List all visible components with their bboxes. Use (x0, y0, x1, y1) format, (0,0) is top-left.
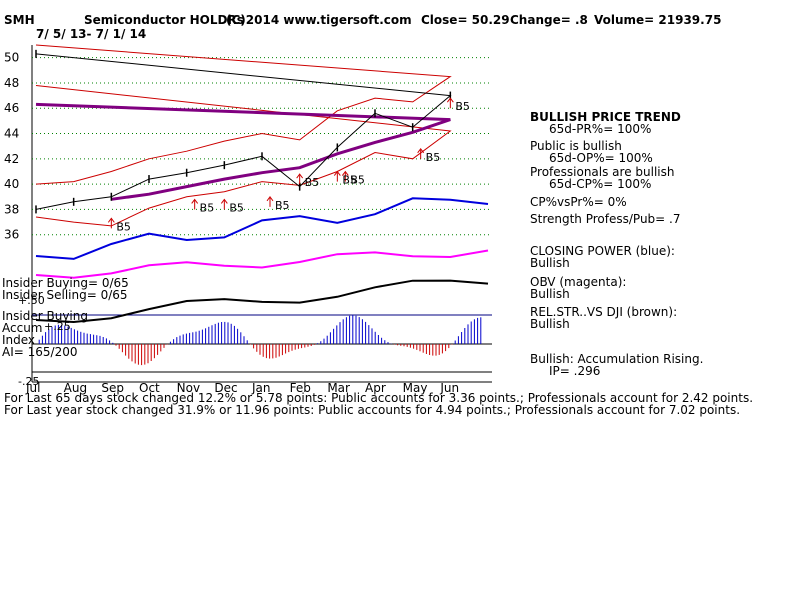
bullish-price-trend: BULLISH PRICE TREND (530, 110, 681, 124)
buy-signal-label: B5 (350, 174, 365, 187)
insider-selling-count: Insider Selling= 0/65 (2, 288, 128, 302)
accumulation-index (38, 315, 482, 366)
cp-value: 65d-CP%= 100% (549, 177, 651, 191)
footer-line-65d: For Last 65 days stock changed 12.2% or … (4, 391, 753, 405)
buy-arrowhead (446, 97, 454, 103)
index-label: Index (2, 333, 35, 347)
obv-value: Bullish (530, 287, 570, 301)
y-tick-label: 50 (4, 51, 19, 65)
buy-arrowhead (417, 147, 425, 154)
relstr-line (35, 279, 489, 324)
moving-average (35, 102, 451, 201)
label-minus25: -.25 (18, 375, 39, 388)
x-tick-label: Aug (64, 381, 87, 395)
ma-line (35, 102, 451, 201)
footer-line-year: For Last year stock changed 31.9% or 11.… (4, 403, 740, 417)
y-tick-label: 42 (4, 152, 19, 166)
y-tick-label: 40 (4, 177, 19, 191)
y-axis-labels: 36 38 40 42 44 46 48 50 (4, 51, 19, 242)
buy-signal-label: B5 (229, 201, 244, 214)
buy-arrowhead (220, 198, 228, 204)
y-tick-label: 48 (4, 76, 19, 90)
obv (35, 249, 489, 279)
buy-arrowhead (341, 170, 349, 176)
x-tick-label: Sep (101, 381, 124, 395)
x-tick-label: Dec (214, 381, 237, 395)
accum-label: Accum (2, 321, 43, 335)
obv-line (35, 249, 489, 279)
x-tick-label: Feb (290, 381, 311, 395)
date-range: 7/ 5/ 13- 7/ 1/ 14 (36, 27, 146, 41)
ip-value: IP= .296 (549, 364, 600, 378)
price-line (35, 53, 452, 210)
security-name: Semiconductor HOLDRs (84, 13, 244, 27)
op-value: 65d-OP%= 100% (549, 151, 653, 165)
closing-power-value: Bullish (530, 256, 570, 270)
x-tick-label: Oct (139, 381, 160, 395)
upper-band-line (35, 44, 452, 185)
y-tick-label: 38 (4, 202, 19, 216)
y-tick-label: 36 (4, 228, 19, 242)
buy-signal-label: B5 (455, 100, 470, 113)
buy-signal-label: B5 (116, 220, 131, 233)
insider-buying-count: Insider Buying= 0/65 (2, 276, 129, 290)
buy-signal-label: B5 (200, 201, 215, 214)
label-plus25: +.25 (44, 320, 71, 333)
price-series (35, 49, 452, 214)
volume-label: Volume= 21939.75 (594, 13, 721, 27)
professionals-bullish: Professionals are bullish (530, 165, 675, 179)
buy-signal-label: B5 (426, 151, 441, 164)
buy-arrowhead (266, 196, 274, 202)
x-tick-label: May (403, 381, 428, 395)
buy-arrowhead (107, 217, 115, 223)
buy-signal-label: B5 (342, 174, 357, 187)
x-tick-label: Jun (439, 381, 459, 395)
y-tick-label: 46 (4, 101, 19, 115)
x-tick-label: Jul (25, 381, 40, 395)
buy-arrowhead (191, 198, 199, 204)
x-tick-label: Mar (327, 381, 350, 395)
y-tick-label: 44 (4, 127, 19, 141)
ai-label: AI= 165/200 (2, 345, 77, 359)
x-tick-label: Nov (177, 381, 200, 395)
buy-signal-label: B5 (275, 199, 290, 212)
pr-value: 65d-PR%= 100% (549, 122, 651, 136)
label-plus50: +.50 (18, 294, 45, 307)
close-label: Close= 50.29 (421, 13, 510, 27)
closing-power (35, 197, 489, 260)
x-tick-label: Jan (251, 381, 271, 395)
accum-rising: Bullish: Accumulation Rising. (530, 352, 703, 366)
closing-power-line (35, 197, 489, 260)
copyright: (C)2014 www.tigersoft.com (226, 13, 412, 27)
closing-power-label: CLOSING POWER (blue): (530, 244, 675, 258)
relative-strength (35, 279, 489, 324)
relstr-label: REL.STR..VS DJI (brown): (530, 305, 677, 319)
buy-arrowhead (296, 173, 304, 179)
insider-buying-label: Insider Buying (2, 309, 88, 323)
lower-panels (32, 314, 492, 373)
relstr-value: Bullish (530, 317, 570, 331)
ticker: SMH (4, 13, 35, 27)
cp-vs-pr: CP%vsPr%= 0% (530, 195, 627, 209)
public-bullish: Public is bullish (530, 139, 622, 153)
price-grid (32, 57, 492, 236)
buy-signal-label: B5 (305, 176, 320, 189)
buy-arrowhead (333, 170, 341, 176)
x-axis-labels: Aug Sep Oct Nov Dec Jan Feb Mar Apr May Jun Jul (25, 381, 459, 395)
x-tick-label: Apr (365, 381, 386, 395)
change-label: Change= .8 (510, 13, 588, 27)
strength-profess-pub: Strength Profess/Pub= .7 (530, 212, 680, 226)
obv-label: OBV (magenta): (530, 275, 626, 289)
